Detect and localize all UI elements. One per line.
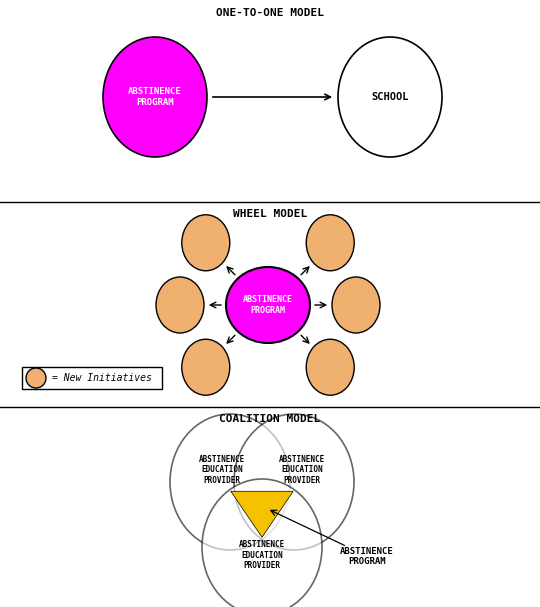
Ellipse shape — [103, 37, 207, 157]
Text: ONE-TO-ONE MODEL: ONE-TO-ONE MODEL — [216, 8, 324, 18]
Text: = New Initiatives: = New Initiatives — [52, 373, 152, 383]
Ellipse shape — [156, 277, 204, 333]
FancyBboxPatch shape — [22, 367, 162, 389]
Ellipse shape — [338, 37, 442, 157]
Text: ABSTINENCE
EDUCATION
PROVIDER: ABSTINENCE EDUCATION PROVIDER — [279, 455, 325, 485]
Polygon shape — [231, 491, 293, 537]
Text: ABSTINENCE
EDUCATION
PROVIDER: ABSTINENCE EDUCATION PROVIDER — [199, 455, 245, 485]
Ellipse shape — [182, 339, 230, 395]
Text: ABSTINENCE
EDUCATION
PROVIDER: ABSTINENCE EDUCATION PROVIDER — [239, 540, 285, 570]
Ellipse shape — [332, 277, 380, 333]
Ellipse shape — [226, 267, 310, 343]
Ellipse shape — [306, 215, 354, 271]
Text: ABSTINENCE
PROGRAM: ABSTINENCE PROGRAM — [128, 87, 182, 107]
Ellipse shape — [306, 339, 354, 395]
Text: ABSTINENCE
PROGRAM: ABSTINENCE PROGRAM — [243, 295, 293, 314]
Ellipse shape — [234, 414, 354, 550]
Text: WHEEL MODEL: WHEEL MODEL — [233, 209, 307, 219]
Ellipse shape — [182, 215, 230, 271]
Text: SCHOOL: SCHOOL — [372, 92, 409, 102]
Text: ABSTINENCE
PROGRAM: ABSTINENCE PROGRAM — [340, 547, 394, 566]
Text: COALITION MODEL: COALITION MODEL — [219, 414, 321, 424]
Ellipse shape — [202, 479, 322, 607]
Ellipse shape — [26, 368, 46, 388]
Ellipse shape — [170, 414, 290, 550]
